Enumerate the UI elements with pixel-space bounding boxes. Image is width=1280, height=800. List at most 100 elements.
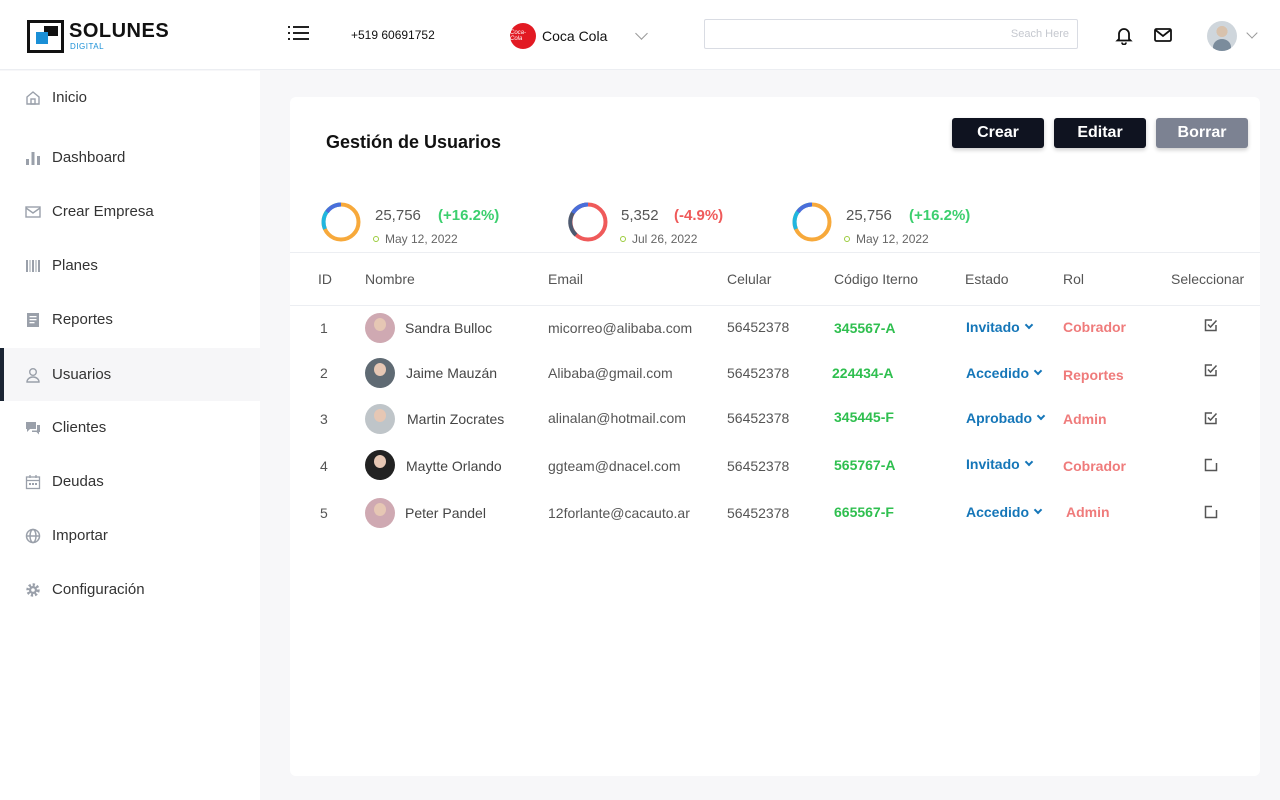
estado-dropdown[interactable]: Accedido bbox=[966, 504, 1043, 520]
row-celular: 56452378 bbox=[727, 410, 790, 426]
company-selector[interactable]: Coca-Cola Coca Cola bbox=[510, 23, 649, 49]
checkbox-unchecked-icon[interactable] bbox=[1204, 458, 1218, 472]
row-id: 5 bbox=[320, 505, 328, 521]
borrar-button[interactable]: Borrar bbox=[1156, 118, 1248, 148]
stat-value: 25,756 bbox=[375, 207, 421, 224]
column-header-rol[interactable]: Rol bbox=[1063, 271, 1085, 287]
bell-icon[interactable] bbox=[1114, 25, 1134, 46]
editar-button[interactable]: Editar bbox=[1054, 118, 1146, 148]
row-codigo: 224434-A bbox=[832, 365, 894, 381]
row-celular: 56452378 bbox=[727, 458, 790, 474]
hamburger-menu-icon[interactable] bbox=[288, 24, 312, 44]
table-row[interactable]: 4 Maytte Orlando ggteam@dnacel.com 56452… bbox=[290, 443, 1260, 489]
mail-icon bbox=[24, 203, 42, 221]
row-nombre: Maytte Orlando bbox=[406, 458, 502, 474]
logo-subtext: DIGITAL bbox=[70, 42, 105, 51]
sidebar-item-usuarios[interactable]: Usuarios bbox=[0, 348, 260, 401]
row-id: 4 bbox=[320, 458, 328, 474]
search-input[interactable] bbox=[704, 19, 1078, 49]
avatar bbox=[365, 450, 395, 480]
column-header-id[interactable]: ID bbox=[318, 271, 332, 287]
sidebar-item-configuracion[interactable]: Configuración bbox=[0, 563, 260, 616]
home-icon bbox=[24, 89, 42, 107]
column-header-email[interactable]: Email bbox=[548, 271, 584, 287]
company-name: Coca Cola bbox=[542, 28, 608, 44]
solunes-logo[interactable]: SOLUNES DIGITAL bbox=[27, 20, 169, 54]
row-rol: Reportes bbox=[1063, 367, 1124, 383]
user-management-card: Gestión de Usuarios Crear Editar Borrar … bbox=[290, 97, 1260, 776]
sidebar-item-dashboard[interactable]: Dashboard bbox=[0, 131, 260, 184]
sidebar-item-clientes[interactable]: Clientes bbox=[0, 401, 260, 454]
row-codigo: 565767-A bbox=[834, 457, 896, 473]
user-avatar[interactable] bbox=[1207, 21, 1237, 51]
row-email: Alibaba@gmail.com bbox=[548, 365, 673, 381]
sidebar-item-importar[interactable]: Importar bbox=[0, 509, 260, 562]
sidebar-item-reportes[interactable]: Reportes bbox=[0, 293, 260, 346]
crear-button[interactable]: Crear bbox=[952, 118, 1044, 148]
column-header-seleccionar[interactable]: Seleccionar bbox=[1171, 271, 1245, 287]
table-header: ID Nombre Email Celular Código Iterno Es… bbox=[290, 252, 1260, 306]
sidebar-item-planes[interactable]: Planes bbox=[0, 239, 260, 292]
stat-change: (+16.2%) bbox=[438, 207, 500, 224]
chevron-down-icon bbox=[1024, 458, 1033, 467]
row-celular: 56452378 bbox=[727, 319, 790, 335]
chevron-down-icon bbox=[1033, 367, 1043, 376]
column-header-estado[interactable]: Estado bbox=[965, 271, 1009, 287]
row-rol: Admin bbox=[1066, 504, 1110, 520]
avatar bbox=[365, 404, 395, 434]
phone-number: +519 60691752 bbox=[351, 28, 435, 42]
table-row[interactable]: 5 Peter Pandel 12forlante@cacauto.ar 564… bbox=[290, 490, 1260, 536]
row-nombre: Sandra Bulloc bbox=[405, 320, 493, 336]
checkbox-checked-icon[interactable] bbox=[1204, 411, 1218, 425]
table-row[interactable]: 2 Jaime Mauzán Alibaba@gmail.com 5645237… bbox=[290, 350, 1260, 396]
chevron-down-icon bbox=[1033, 506, 1043, 515]
estado-dropdown[interactable]: Invitado bbox=[966, 456, 1033, 472]
sidebar-item-label: Deudas bbox=[52, 473, 104, 490]
checkbox-unchecked-icon[interactable] bbox=[1204, 505, 1218, 519]
row-email: alinalan@hotmail.com bbox=[548, 410, 686, 426]
stat-change: (-4.9%) bbox=[674, 207, 724, 224]
chevron-down-icon[interactable] bbox=[1246, 27, 1258, 39]
estado-dropdown[interactable]: Accedido bbox=[966, 365, 1043, 381]
column-header-nombre[interactable]: Nombre bbox=[365, 271, 415, 287]
sidebar-item-inicio[interactable]: Inicio bbox=[0, 71, 260, 124]
stat-date: May 12, 2022 bbox=[373, 232, 458, 246]
stat-value: 5,352 bbox=[621, 207, 659, 224]
row-codigo: 345445-F bbox=[834, 409, 894, 425]
stat-value: 25,756 bbox=[846, 207, 892, 224]
sidebar-item-label: Reportes bbox=[52, 311, 113, 328]
row-codigo: 345567-A bbox=[834, 320, 896, 336]
chevron-down-icon bbox=[1036, 412, 1046, 421]
row-rol: Cobrador bbox=[1063, 458, 1126, 474]
estado-dropdown[interactable]: Invitado bbox=[966, 319, 1033, 335]
document-icon bbox=[24, 311, 42, 329]
mail-icon[interactable] bbox=[1153, 25, 1173, 45]
sidebar-item-deudas[interactable]: Deudas bbox=[0, 455, 260, 508]
checkbox-checked-icon[interactable] bbox=[1204, 363, 1218, 377]
row-email: micorreo@alibaba.com bbox=[548, 320, 693, 336]
sidebar-item-label: Planes bbox=[52, 257, 98, 274]
row-nombre: Jaime Mauzán bbox=[406, 365, 498, 381]
sidebar-item-label: Importar bbox=[52, 527, 108, 544]
chevron-down-icon bbox=[1024, 321, 1033, 330]
user-icon bbox=[24, 366, 42, 384]
table-row[interactable]: 3 Martin Zocrates alinalan@hotmail.com 5… bbox=[290, 396, 1260, 442]
stat-date: May 12, 2022 bbox=[844, 232, 929, 246]
sidebar-item-label: Usuarios bbox=[52, 366, 112, 383]
avatar bbox=[365, 498, 395, 528]
checkbox-checked-icon[interactable] bbox=[1204, 318, 1218, 332]
row-id: 2 bbox=[320, 365, 328, 381]
coca-cola-logo-icon: Coca-Cola bbox=[510, 23, 536, 49]
donut-chart-icon bbox=[568, 202, 608, 242]
sidebar-item-label: Inicio bbox=[52, 89, 88, 106]
row-codigo: 665567-F bbox=[834, 504, 894, 520]
column-header-celular[interactable]: Celular bbox=[727, 271, 772, 287]
table-row[interactable]: 1 .a1::after{} Sandra Bulloc micorreo@al… bbox=[290, 305, 1260, 351]
chat-icon bbox=[24, 419, 42, 437]
globe-icon bbox=[24, 527, 42, 545]
column-header-codigo[interactable]: Código Iterno bbox=[834, 271, 919, 287]
estado-dropdown[interactable]: Aprobado bbox=[966, 410, 1046, 426]
sidebar-item-crear-empresa[interactable]: Crear Empresa bbox=[0, 185, 260, 238]
gear-icon bbox=[24, 581, 42, 599]
row-rol: Cobrador bbox=[1063, 319, 1126, 335]
